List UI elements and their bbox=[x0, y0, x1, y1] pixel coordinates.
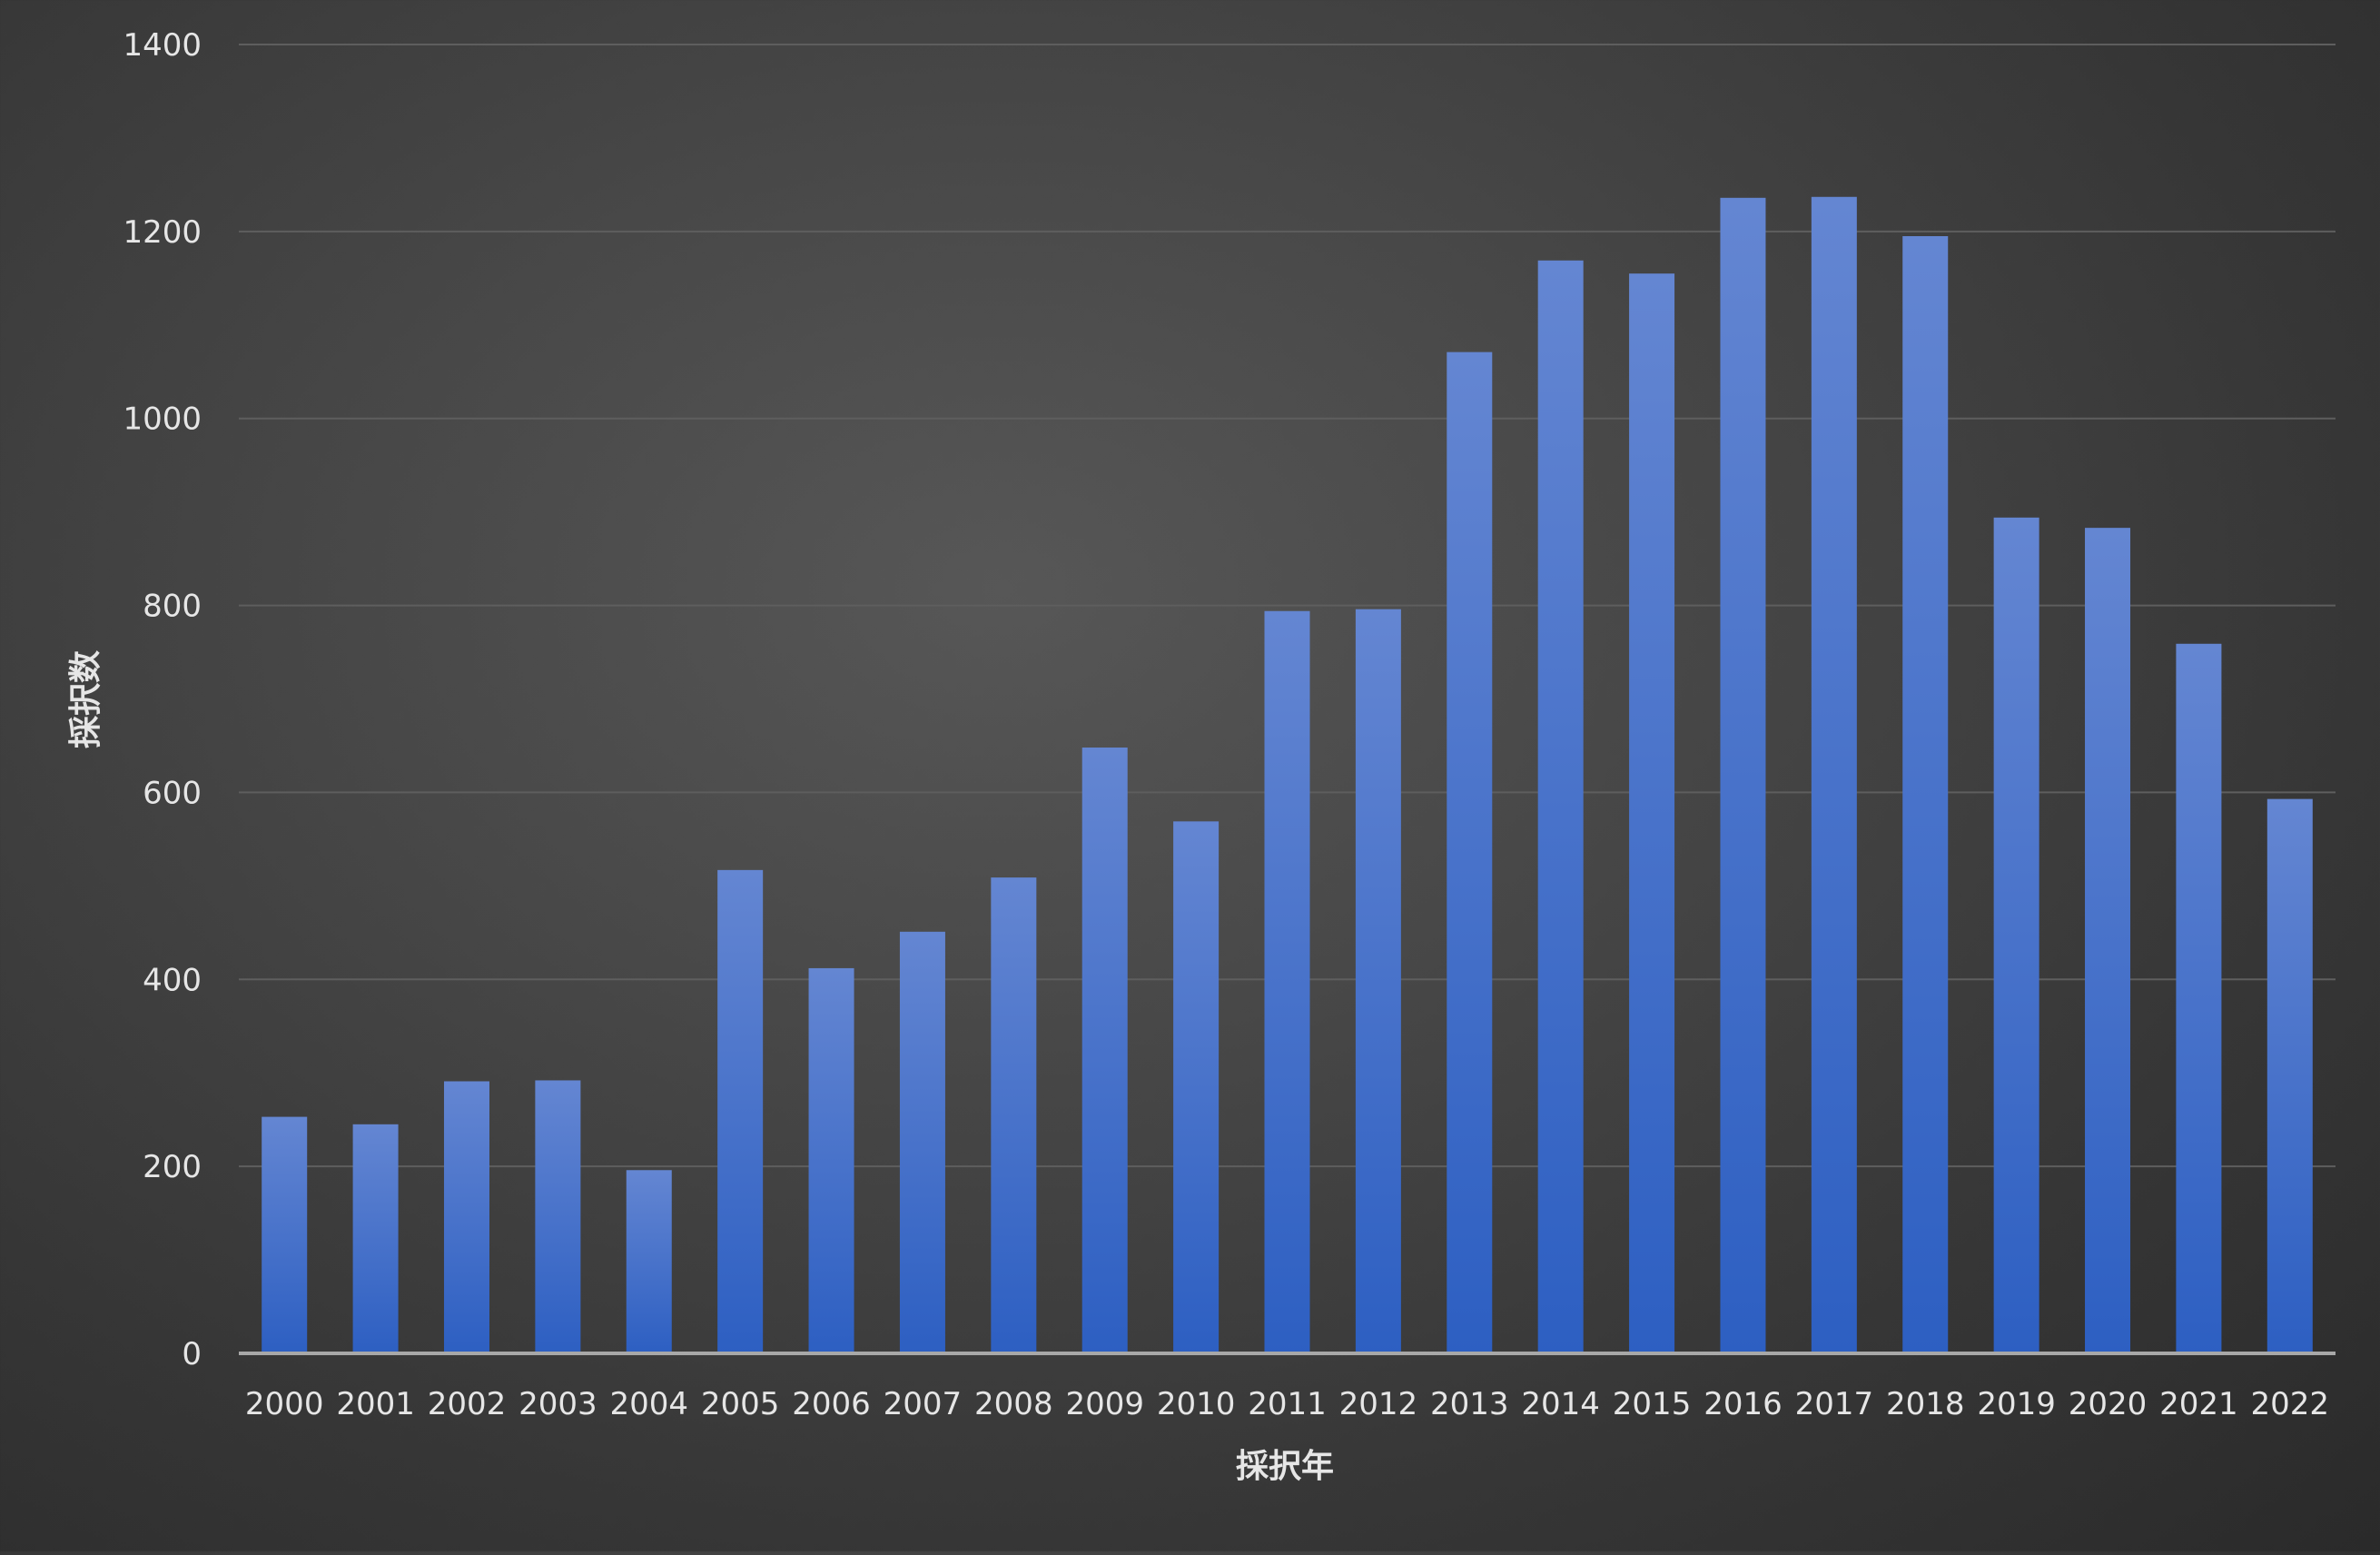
x-tick-label: 2018 bbox=[1886, 1386, 1965, 1422]
x-tick-label: 2022 bbox=[2251, 1386, 2330, 1422]
bar-2022 bbox=[2266, 798, 2313, 1353]
y-tick-label: 400 bbox=[143, 962, 202, 998]
x-tick-label: 2000 bbox=[245, 1386, 324, 1422]
y-tick-labels: 0 200 400 600 800 1000 1200 1400 bbox=[123, 27, 202, 1372]
bar-2013 bbox=[1447, 352, 1493, 1353]
x-tick-label: 2017 bbox=[1795, 1386, 1874, 1422]
x-tick-label: 2007 bbox=[884, 1386, 963, 1422]
bar-2015 bbox=[1629, 273, 1675, 1353]
x-tick-label: 2001 bbox=[336, 1386, 415, 1422]
bar-2006 bbox=[808, 967, 854, 1353]
bar-2019 bbox=[1993, 517, 2039, 1353]
y-tick-label: 1200 bbox=[123, 214, 202, 251]
bar-2003 bbox=[535, 1080, 581, 1353]
bar-2007 bbox=[899, 931, 945, 1353]
bar-2000 bbox=[262, 1116, 308, 1353]
x-tick-label: 2002 bbox=[428, 1386, 507, 1422]
bar-2012 bbox=[1355, 609, 1401, 1353]
y-tick-label: 800 bbox=[143, 589, 202, 625]
bar-2016 bbox=[1720, 197, 1766, 1353]
x-tick-labels: 2000 2001 2002 2003 2004 2005 2006 2007 2008 2009… bbox=[245, 1386, 2329, 1422]
bar-2005 bbox=[717, 869, 764, 1353]
x-tick-label: 2016 bbox=[1704, 1386, 1783, 1422]
x-tick-label: 2019 bbox=[1977, 1386, 2056, 1422]
x-tick-label: 2003 bbox=[518, 1386, 597, 1422]
bar-2001 bbox=[352, 1124, 399, 1353]
y-tick-label: 600 bbox=[143, 775, 202, 811]
bar-2011 bbox=[1264, 610, 1310, 1353]
bars bbox=[262, 196, 2313, 1354]
x-tick-label: 2012 bbox=[1339, 1386, 1418, 1422]
bar-2021 bbox=[2176, 643, 2222, 1353]
x-tick-label: 2021 bbox=[2159, 1386, 2238, 1422]
y-tick-label: 1400 bbox=[123, 27, 202, 64]
bar-2008 bbox=[991, 877, 1037, 1353]
x-tick-label: 2004 bbox=[609, 1386, 688, 1422]
bar-2004 bbox=[626, 1170, 672, 1353]
x-tick-label: 2008 bbox=[974, 1386, 1053, 1422]
x-tick-label: 2014 bbox=[1521, 1386, 1600, 1422]
x-tick-label: 2020 bbox=[2069, 1386, 2148, 1422]
x-tick-label: 2005 bbox=[701, 1386, 780, 1422]
y-tick-label: 0 bbox=[182, 1336, 202, 1372]
x-tick-label: 2013 bbox=[1430, 1386, 1509, 1422]
bar-2018 bbox=[1902, 236, 1949, 1354]
bar-2014 bbox=[1537, 260, 1584, 1353]
y-tick-label: 1000 bbox=[123, 401, 202, 438]
x-axis-title: 採択年 bbox=[1236, 1448, 1334, 1485]
bar-2009 bbox=[1081, 748, 1128, 1353]
x-tick-label: 2010 bbox=[1157, 1386, 1236, 1422]
bar-2020 bbox=[2085, 528, 2131, 1353]
x-tick-label: 2011 bbox=[1248, 1386, 1327, 1422]
y-tick-label: 200 bbox=[143, 1149, 202, 1185]
bar-2002 bbox=[443, 1081, 489, 1353]
x-tick-label: 2015 bbox=[1613, 1386, 1692, 1422]
x-tick-label: 2009 bbox=[1065, 1386, 1144, 1422]
bar-2010 bbox=[1173, 821, 1220, 1353]
x-tick-label: 2006 bbox=[792, 1386, 871, 1422]
y-axis-title: 採択数 bbox=[67, 650, 104, 748]
bar-2017 bbox=[1811, 196, 1857, 1354]
